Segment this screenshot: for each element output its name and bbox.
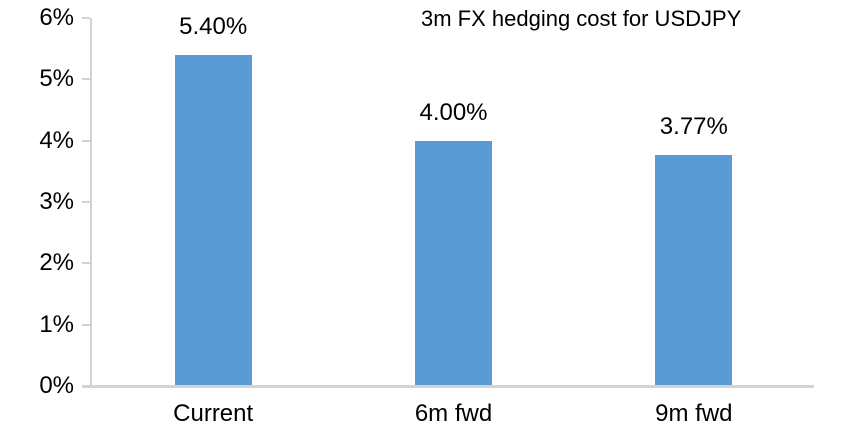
y-tick-label: 2%	[39, 249, 74, 277]
bar	[655, 154, 733, 386]
y-tick-mark	[82, 323, 90, 326]
category-label: 6m fwd	[414, 400, 493, 427]
y-tick-label: 6%	[39, 4, 74, 31]
y-tick-mark	[82, 78, 90, 81]
value-label: 5.40%	[179, 12, 248, 40]
y-tick-label: 1%	[39, 310, 74, 338]
y-tick-mark	[82, 17, 90, 19]
bar	[415, 140, 492, 386]
y-tick-label: 0%	[39, 372, 74, 399]
value-label: 3.77%	[659, 112, 728, 140]
y-tick-mark	[82, 262, 90, 265]
bar	[174, 54, 252, 386]
y-tick-label: 5%	[39, 65, 74, 93]
y-tick-mark	[82, 139, 90, 142]
chart-title: 3m FX hedging cost for USDJPY	[421, 6, 742, 31]
category-label: 9m fwd	[655, 400, 733, 427]
y-tick-label: 4%	[39, 126, 74, 154]
y-tick-label: 3%	[39, 188, 74, 215]
category-label: Current	[173, 400, 254, 427]
value-label: 4.00%	[419, 98, 488, 126]
x-axis-line	[82, 385, 814, 388]
y-tick-mark	[82, 201, 90, 203]
